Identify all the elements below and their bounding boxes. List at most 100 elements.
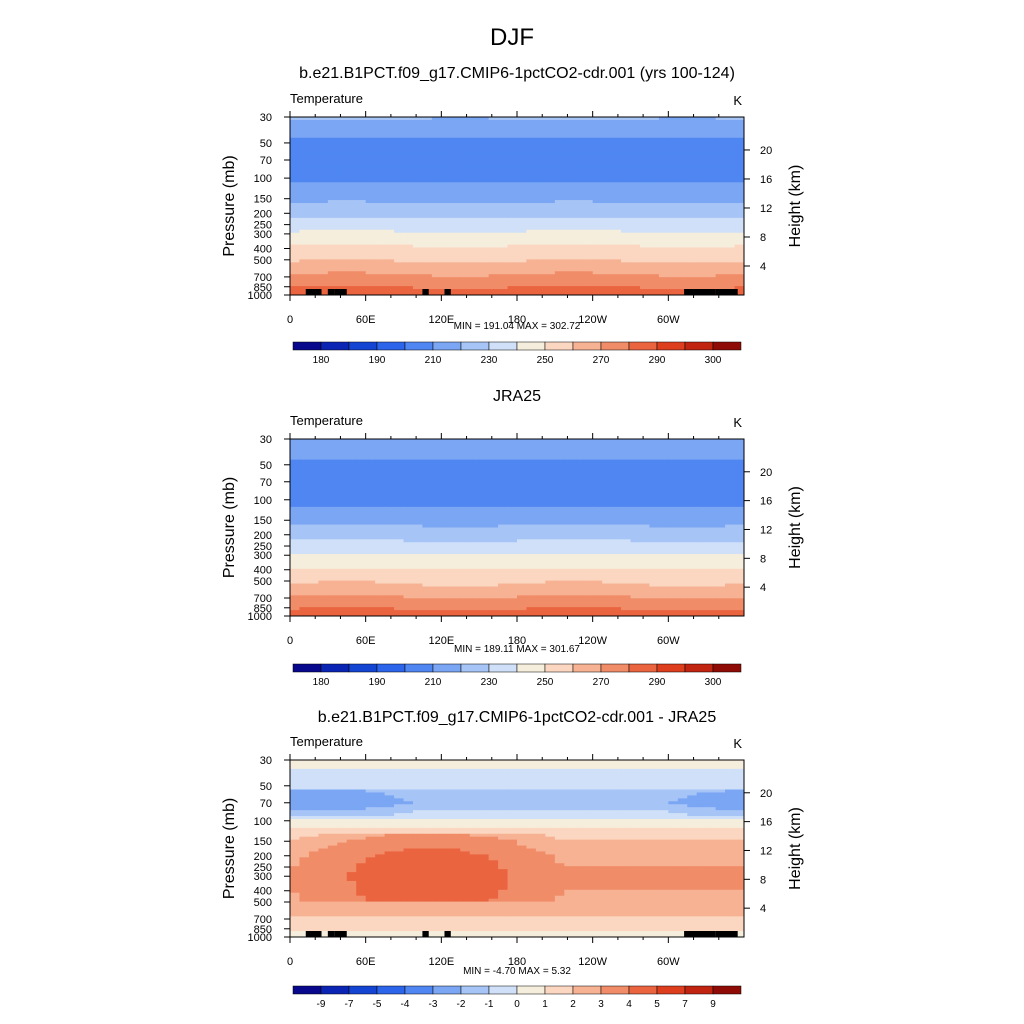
contour-cell [715, 137, 726, 142]
contour-cell [621, 158, 632, 163]
contour-cell [602, 247, 613, 252]
contour-cell [621, 134, 632, 139]
contour-cell [394, 158, 405, 163]
contour-cell [734, 527, 744, 532]
contour-cell [573, 459, 584, 464]
contour-cell [639, 241, 651, 246]
contour-cell [507, 503, 518, 508]
contour-cell [422, 518, 433, 523]
contour-cell [545, 280, 556, 284]
contour-cell [602, 146, 613, 151]
contour-cell [734, 456, 744, 461]
contour-cell [602, 506, 613, 511]
contour-cell [431, 119, 442, 124]
contour-cell [507, 158, 518, 163]
contour-cell [517, 280, 528, 284]
contour-cell [715, 515, 726, 520]
contour-cell [431, 283, 442, 287]
contour-cell [346, 131, 357, 136]
contour-cell [299, 518, 310, 523]
contour-cell [460, 539, 471, 543]
contour-cell [403, 277, 414, 281]
contour-cell [554, 182, 565, 186]
contour-cell [687, 119, 698, 124]
contour-cell [715, 152, 726, 157]
contour-cell [318, 122, 329, 127]
contour-cell [658, 117, 669, 121]
contour-cell [715, 117, 726, 121]
contour-cell [725, 220, 736, 225]
contour-cell [403, 539, 414, 543]
contour-cell [460, 143, 471, 148]
contour-cell [469, 518, 480, 523]
contour-cell [488, 256, 499, 260]
contour-cell [450, 509, 461, 514]
contour-cell [507, 289, 518, 293]
contour-cell [460, 441, 471, 446]
contour-cell [431, 498, 442, 502]
contour-cell [687, 286, 698, 290]
contour-cell [535, 486, 546, 490]
contour-cell [696, 444, 707, 449]
contour-cell [725, 283, 736, 287]
contour-cell [668, 465, 679, 470]
contour-cell [290, 292, 301, 295]
contour-cell [337, 206, 348, 210]
contour-cell [403, 250, 414, 255]
contour-cell [564, 143, 575, 148]
contour-cell [592, 268, 603, 272]
contour-cell [517, 480, 528, 484]
contour-cell [696, 500, 707, 505]
contour-cell [677, 286, 688, 290]
contour-cell [412, 197, 424, 201]
contour-cell [384, 286, 395, 290]
contour-cell [526, 152, 537, 157]
contour-cell [687, 232, 698, 237]
contour-cell [715, 521, 726, 526]
contour-cell [450, 503, 461, 508]
contour-cell [290, 259, 301, 263]
contour-cell [554, 459, 565, 464]
contour-cell [498, 289, 509, 293]
contour-cell [412, 117, 424, 121]
contour-cell [469, 134, 480, 139]
contour-cell [583, 289, 594, 293]
contour-cell [583, 465, 594, 470]
contour-cell [715, 253, 726, 258]
contour-cell [375, 176, 386, 180]
contour-cell [460, 489, 471, 493]
contour-cell [573, 182, 584, 186]
contour-cell [639, 439, 651, 443]
contour-cell [299, 533, 310, 537]
contour-cell [290, 131, 301, 136]
contour-cell [696, 197, 707, 201]
contour-cell [639, 185, 651, 189]
contour-cell [450, 439, 461, 443]
contour-cell [592, 125, 603, 130]
contour-cell [668, 512, 679, 517]
contour-cell [535, 444, 546, 449]
contour-cell [469, 548, 480, 552]
contour-cell [403, 229, 414, 234]
contour-cell [526, 447, 537, 452]
contour-cell [290, 283, 301, 287]
contour-cell [469, 164, 480, 169]
contour-cell [649, 465, 660, 470]
contour-cell [734, 274, 744, 278]
contour-cell [384, 559, 395, 564]
contour-cell [290, 185, 301, 189]
contour-cell [706, 232, 717, 237]
contour-cell [431, 492, 442, 496]
contour-cell [545, 176, 556, 180]
contour-cell [715, 128, 726, 133]
contour-cell [621, 137, 632, 142]
contour-cell [394, 217, 405, 222]
contour-cell [677, 557, 688, 561]
contour-cell [649, 536, 660, 540]
contour-cell [649, 188, 660, 192]
contour-cell [469, 203, 480, 207]
contour-cell [299, 182, 310, 186]
contour-cell [422, 280, 433, 284]
contour-cell [734, 530, 744, 534]
contour-cell [356, 492, 367, 496]
